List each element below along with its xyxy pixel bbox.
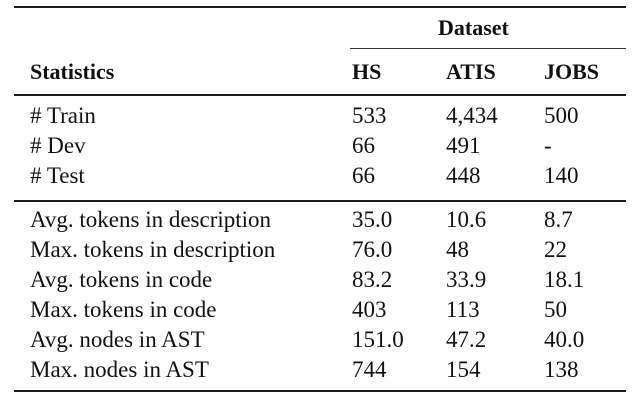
hs-cell: 151.0 [352, 327, 404, 352]
hs-cell: 76.0 [352, 237, 393, 262]
dataset-header-rule [350, 48, 626, 49]
atis-cell: 4,434 [446, 103, 498, 128]
jobs-cell: 140 [544, 163, 579, 188]
atis-column-header: ATIS [446, 59, 496, 84]
row-label: # Test [30, 163, 85, 188]
hs-column-header: HS [352, 59, 382, 84]
jobs-cell: 500 [544, 103, 579, 128]
jobs-cell: 18.1 [544, 267, 585, 292]
atis-cell: 448 [446, 163, 481, 188]
hs-cell: 744 [352, 357, 387, 382]
row-label: Max. nodes in AST [30, 357, 209, 382]
row-label: # Train [30, 103, 96, 128]
header-bottom-rule [14, 94, 626, 96]
group-separator-rule [14, 200, 626, 202]
row-label: Avg. nodes in AST [30, 327, 205, 352]
row-label: Avg. tokens in code [30, 267, 213, 292]
statistics-column-header: Statistics [30, 59, 115, 84]
hs-cell: 35.0 [352, 207, 393, 232]
hs-cell: 66 [352, 133, 375, 158]
atis-cell: 48 [446, 237, 469, 262]
jobs-cell: 22 [544, 237, 567, 262]
atis-cell: 491 [446, 133, 481, 158]
atis-cell: 113 [446, 297, 480, 322]
row-label: Avg. tokens in description [30, 207, 272, 232]
jobs-cell: - [544, 133, 552, 158]
dataset-group-header: Dataset [438, 15, 509, 40]
row-label: Max. tokens in description [30, 237, 276, 262]
atis-cell: 47.2 [446, 327, 487, 352]
hs-cell: 403 [352, 297, 387, 322]
bottom-rule [14, 390, 626, 392]
top-rule [14, 6, 626, 8]
atis-cell: 10.6 [446, 207, 487, 232]
row-label: Max. tokens in code [30, 297, 217, 322]
hs-cell: 66 [352, 163, 375, 188]
hs-cell: 533 [352, 103, 387, 128]
jobs-cell: 8.7 [544, 207, 573, 232]
hs-cell: 83.2 [352, 267, 393, 292]
jobs-cell: 40.0 [544, 327, 585, 352]
atis-cell: 33.9 [446, 267, 487, 292]
jobs-column-header: JOBS [544, 59, 600, 84]
atis-cell: 154 [446, 357, 481, 382]
jobs-cell: 50 [544, 297, 567, 322]
statistics-table: Dataset Statistics HS ATIS JOBS # Train … [14, 0, 630, 402]
jobs-cell: 138 [544, 357, 579, 382]
row-label: # Dev [30, 133, 86, 158]
